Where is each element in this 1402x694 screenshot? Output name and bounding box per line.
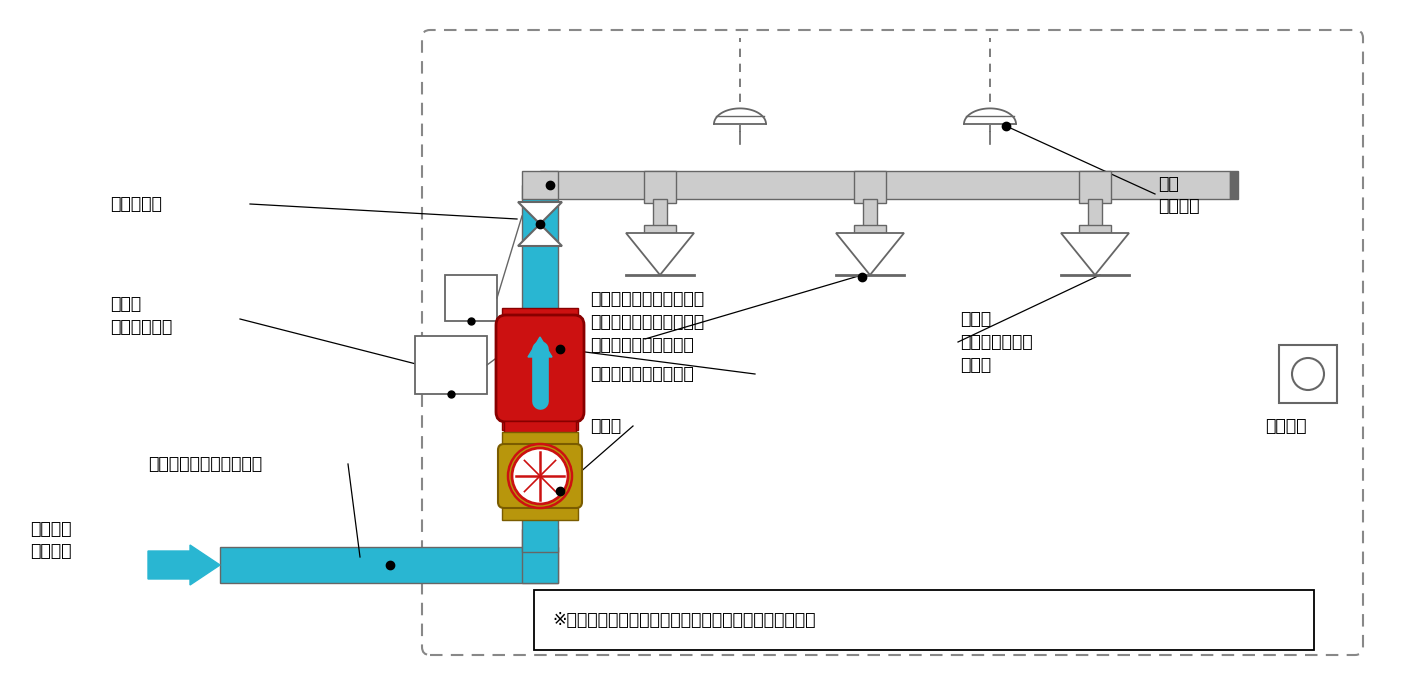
Bar bbox=[444, 275, 496, 321]
Bar bbox=[502, 432, 578, 450]
Bar bbox=[502, 308, 578, 326]
Text: ヘッド: ヘッド bbox=[960, 356, 991, 374]
Bar bbox=[502, 412, 578, 430]
FancyArrow shape bbox=[149, 545, 220, 585]
Text: 火災: 火災 bbox=[1158, 175, 1179, 193]
Bar bbox=[540, 171, 1230, 199]
Bar bbox=[503, 421, 576, 437]
Bar bbox=[502, 502, 578, 520]
Text: 常時大気圧になっており: 常時大気圧になっており bbox=[590, 290, 704, 308]
Polygon shape bbox=[836, 233, 904, 275]
Bar bbox=[522, 529, 558, 583]
FancyBboxPatch shape bbox=[496, 315, 585, 422]
Text: ※開放弁とは、水の出口が常に開いているものをいう。: ※開放弁とは、水の出口が常に開いているものをいう。 bbox=[552, 611, 816, 629]
Polygon shape bbox=[517, 224, 562, 246]
Text: 一斉開放弁: 一斉開放弁 bbox=[109, 195, 161, 213]
Bar bbox=[415, 336, 486, 394]
Circle shape bbox=[512, 448, 568, 504]
Bar bbox=[644, 171, 676, 203]
Text: から一斉に放水される: から一斉に放水される bbox=[590, 336, 694, 354]
Text: 自動開放機構: 自動開放機構 bbox=[109, 318, 172, 336]
Text: スプリンクラー: スプリンクラー bbox=[960, 333, 1033, 351]
Bar bbox=[534, 590, 1314, 650]
Text: 感知器等: 感知器等 bbox=[1158, 197, 1200, 215]
Text: 作動時にすべてのヘッド: 作動時にすべてのヘッド bbox=[590, 313, 704, 331]
Bar bbox=[522, 185, 558, 552]
Polygon shape bbox=[1061, 233, 1129, 275]
Bar bbox=[1279, 345, 1338, 403]
Text: 加圧水で満たされている: 加圧水で満たされている bbox=[149, 455, 262, 473]
Bar bbox=[854, 171, 886, 203]
Polygon shape bbox=[627, 233, 694, 275]
Bar bbox=[1088, 199, 1102, 227]
Bar bbox=[854, 225, 886, 233]
FancyBboxPatch shape bbox=[498, 444, 582, 508]
Bar bbox=[220, 547, 558, 583]
Bar bbox=[1080, 225, 1110, 233]
Polygon shape bbox=[965, 108, 1016, 124]
Bar bbox=[1080, 171, 1110, 203]
Text: 流水検知装置（湿式）: 流水検知装置（湿式） bbox=[590, 365, 694, 383]
Text: 開放型: 開放型 bbox=[960, 310, 991, 328]
Bar bbox=[653, 199, 667, 227]
Text: 手動起動: 手動起動 bbox=[1265, 417, 1307, 435]
Polygon shape bbox=[714, 108, 765, 124]
Bar bbox=[864, 199, 878, 227]
Circle shape bbox=[1293, 358, 1323, 390]
Bar bbox=[1230, 171, 1238, 199]
Polygon shape bbox=[529, 337, 552, 357]
Polygon shape bbox=[517, 202, 562, 224]
Text: 装置より: 装置より bbox=[29, 542, 72, 560]
Text: 制御弁: 制御弁 bbox=[590, 417, 621, 435]
Bar bbox=[522, 171, 558, 199]
Text: バルブ: バルブ bbox=[109, 295, 142, 313]
Text: 加圧送水: 加圧送水 bbox=[29, 520, 72, 538]
Bar bbox=[644, 225, 676, 233]
